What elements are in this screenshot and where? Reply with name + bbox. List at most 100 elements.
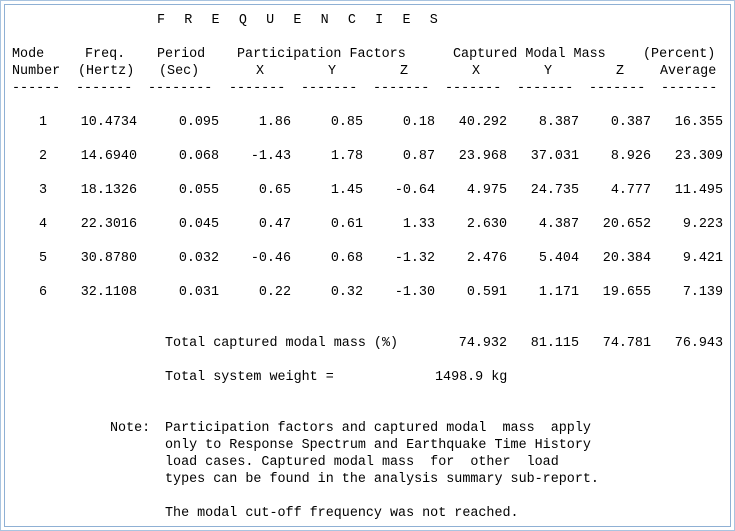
row-5-pz: -1.32	[394, 251, 435, 266]
row-4-avg: 9.223	[682, 217, 723, 232]
row-1-freq: 10.4734	[80, 115, 137, 130]
note-line-2: only to Response Spectrum and Earthquake…	[165, 438, 591, 453]
row-5-freq: 30.8780	[80, 251, 137, 266]
total-captured-avg: 76.943	[674, 336, 723, 351]
row-1-cy: 8.387	[538, 115, 579, 130]
note-line-3: load cases. Captured modal mass for othe…	[165, 455, 559, 470]
row-4-mode: 4	[38, 217, 47, 232]
row-3-py: 1.45	[330, 183, 363, 198]
row-6-mode: 6	[38, 285, 47, 300]
row-2-py: 1.78	[330, 149, 363, 164]
header-hertz: (Hertz)	[78, 64, 135, 79]
divider-avg: -------	[661, 81, 718, 96]
row-5-cx: 2.476	[466, 251, 507, 266]
row-3-cy: 24.735	[530, 183, 579, 198]
header-captured-z: Z	[616, 64, 625, 79]
row-6-px: 0.22	[258, 285, 291, 300]
row-4-px: 0.47	[258, 217, 291, 232]
header-participation-x: X	[256, 64, 265, 79]
row-3-pz: -0.64	[394, 183, 435, 198]
header-captured-x: X	[472, 64, 481, 79]
cutoff-note: The modal cut-off frequency was not reac…	[165, 506, 519, 521]
row-6-cy: 1.171	[538, 285, 579, 300]
row-4-cz: 20.652	[602, 217, 651, 232]
row-6-cz: 19.655	[602, 285, 651, 300]
row-6-avg: 7.139	[682, 285, 723, 300]
row-6-pz: -1.30	[394, 285, 435, 300]
row-4-period: 0.045	[178, 217, 219, 232]
header-number: Number	[12, 64, 61, 79]
row-2-mode: 2	[38, 149, 47, 164]
row-2-pz: 0.87	[402, 149, 435, 164]
row-4-py: 0.61	[330, 217, 363, 232]
row-2-cy: 37.031	[530, 149, 579, 164]
row-1-period: 0.095	[178, 115, 219, 130]
row-4-cx: 2.630	[466, 217, 507, 232]
report-panel	[4, 4, 731, 527]
note-line-1: Participation factors and captured modal…	[165, 421, 591, 436]
row-1-px: 1.86	[258, 115, 291, 130]
row-3-avg: 11.495	[674, 183, 723, 198]
header-freq: Freq.	[85, 47, 126, 62]
row-3-cz: 4.777	[610, 183, 651, 198]
note-label: Note:	[110, 421, 151, 436]
divider-pz: -------	[373, 81, 430, 96]
divider-cx: -------	[445, 81, 502, 96]
row-6-py: 0.32	[330, 285, 363, 300]
total-weight-label: Total system weight =	[165, 370, 334, 385]
header-sec: (Sec)	[159, 64, 200, 79]
row-2-period: 0.068	[178, 149, 219, 164]
total-captured-z: 74.781	[602, 336, 651, 351]
row-1-cx: 40.292	[458, 115, 507, 130]
row-6-period: 0.031	[178, 285, 219, 300]
divider-freq: -------	[76, 81, 133, 96]
report-title: F R E Q U E N C I E S	[157, 13, 444, 28]
row-1-avg: 16.355	[674, 115, 723, 130]
row-4-pz: 1.33	[402, 217, 435, 232]
header-participation-factors: Participation Factors	[237, 47, 406, 62]
row-3-px: 0.65	[258, 183, 291, 198]
row-2-px: -1.43	[250, 149, 291, 164]
row-1-cz: 0.387	[610, 115, 651, 130]
header-period: Period	[157, 47, 206, 62]
row-5-mode: 5	[38, 251, 47, 266]
total-weight-value: 1498.9 kg	[435, 370, 508, 385]
row-5-cy: 5.404	[538, 251, 579, 266]
divider-px: -------	[229, 81, 286, 96]
row-2-cz: 8.926	[610, 149, 651, 164]
row-5-period: 0.032	[178, 251, 219, 266]
total-captured-label: Total captured modal mass (%)	[165, 336, 399, 351]
row-4-cy: 4.387	[538, 217, 579, 232]
note-line-4: types can be found in the analysis summa…	[165, 472, 599, 487]
row-3-cx: 4.975	[466, 183, 507, 198]
row-6-cx: 0.591	[466, 285, 507, 300]
header-percent: (Percent)	[643, 47, 716, 62]
row-1-py: 0.85	[330, 115, 363, 130]
total-captured-y: 81.115	[530, 336, 579, 351]
row-3-mode: 3	[38, 183, 47, 198]
divider-cz: -------	[589, 81, 646, 96]
row-3-freq: 18.1326	[80, 183, 137, 198]
divider-period: --------	[148, 81, 213, 96]
row-2-cx: 23.968	[458, 149, 507, 164]
header-average: Average	[660, 64, 717, 79]
header-participation-z: Z	[400, 64, 409, 79]
header-captured-modal-mass: Captured Modal Mass	[453, 47, 606, 62]
total-captured-x: 74.932	[458, 336, 507, 351]
header-mode: Mode	[12, 47, 45, 62]
row-6-freq: 32.1108	[80, 285, 137, 300]
row-1-mode: 1	[38, 115, 47, 130]
row-2-avg: 23.309	[674, 149, 723, 164]
row-4-freq: 22.3016	[80, 217, 137, 232]
header-participation-y: Y	[328, 64, 337, 79]
row-5-px: -0.46	[250, 251, 291, 266]
header-captured-y: Y	[544, 64, 553, 79]
divider-cy: -------	[517, 81, 574, 96]
divider-mode: ------	[12, 81, 61, 96]
divider-py: -------	[301, 81, 358, 96]
row-2-freq: 14.6940	[80, 149, 137, 164]
row-5-avg: 9.421	[682, 251, 723, 266]
row-1-pz: 0.18	[402, 115, 435, 130]
